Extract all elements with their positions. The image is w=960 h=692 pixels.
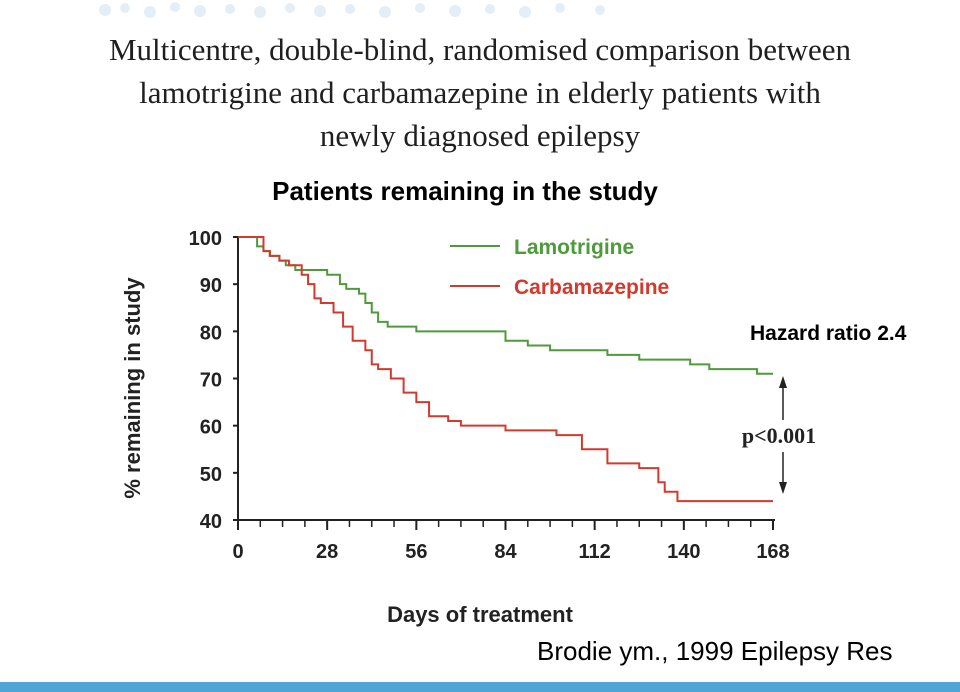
y-tick-label: 60 (200, 417, 222, 439)
y-tick-label: 90 (200, 275, 222, 297)
chart-subtitle: Patients remaining in the study (272, 176, 658, 206)
legend-label-lamotrigine: Lamotrigine (514, 236, 634, 259)
x-tick-label: 84 (494, 541, 517, 563)
slide-title: Multicentre, double-blind, randomised co… (20, 28, 940, 157)
x-tick-label: 112 (579, 541, 611, 563)
y-tick-label: 50 (200, 464, 222, 486)
x-tick-label: 168 (756, 541, 789, 563)
y-axis-label: % remaining in study (120, 277, 145, 499)
series-line-lamotrigine (238, 236, 773, 375)
footer-accent-bar (0, 682, 960, 692)
y-tick-label: 80 (200, 322, 222, 344)
hazard-ratio-label: Hazard ratio 2.4 (750, 322, 907, 345)
y-tick-label: 40 (200, 511, 222, 533)
slide-title-line-1: Multicentre, double-blind, randomised co… (108, 32, 852, 67)
citation: Brodie ym., 1999 Epilepsy Res (537, 636, 893, 666)
x-tick-label: 140 (667, 541, 700, 563)
p-value-label: p<0.001 (742, 423, 816, 448)
x-tick-label: 0 (232, 541, 243, 563)
decorative-header-pattern (99, 2, 605, 18)
y-tick-label: 100 (189, 228, 222, 250)
p-value-arrowhead-up (779, 376, 787, 388)
legend-label-carbamazepine: Carbamazepine (514, 276, 669, 299)
x-tick-label: 28 (316, 541, 338, 563)
slide-title-line-3: newly diagnosed epilepsy (319, 118, 641, 153)
series-line-carbamazepine (238, 236, 773, 503)
x-tick-label: 56 (405, 541, 427, 563)
slide-title-line-2: lamotrigine and carbamazepine in elderly… (139, 75, 821, 110)
p-value-arrowhead-down (779, 482, 787, 494)
y-tick-label: 70 (200, 370, 222, 392)
x-axis-label: Days of treatment (387, 602, 574, 627)
